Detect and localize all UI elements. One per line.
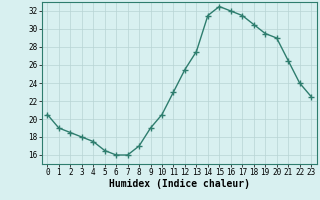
X-axis label: Humidex (Indice chaleur): Humidex (Indice chaleur) [109, 179, 250, 189]
